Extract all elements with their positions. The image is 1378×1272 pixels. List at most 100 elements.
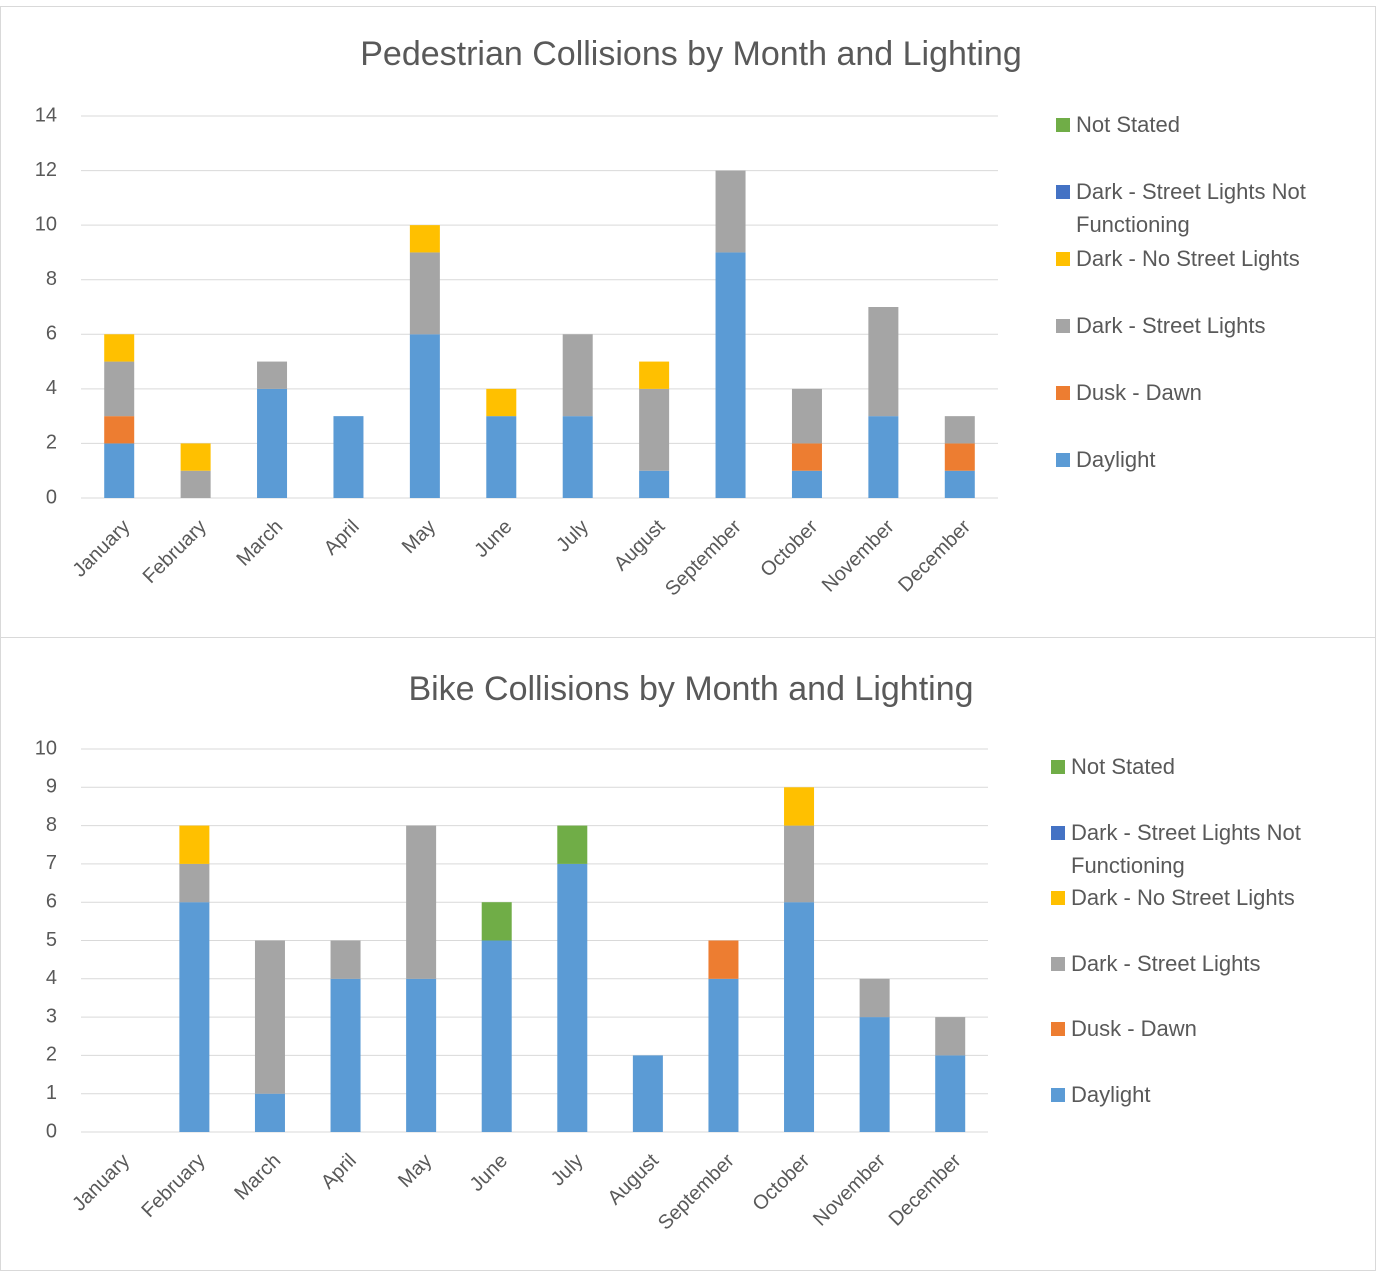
bar-segment	[254, 940, 285, 1094]
y-tick-label: 6	[46, 890, 57, 912]
legend-item: Dusk - Dawn	[1051, 1012, 1346, 1045]
bar-segment	[481, 940, 512, 1132]
y-tick-label: 1	[46, 1082, 57, 1104]
bar-segment	[179, 902, 210, 1132]
y-tick-label: 0	[46, 486, 57, 508]
bar-segment	[639, 388, 670, 471]
bar-segment	[715, 170, 746, 253]
x-tick-label: October	[756, 515, 822, 581]
legend-swatch	[1056, 319, 1070, 333]
bar-segment	[486, 388, 517, 417]
legend-label: Dark - No Street Lights	[1076, 246, 1300, 271]
legend-item: Dark - Street Lights	[1051, 947, 1346, 980]
bar-segment	[632, 1055, 663, 1132]
legend-item: Daylight	[1051, 1078, 1346, 1111]
legend-item: Daylight	[1056, 443, 1351, 476]
bar-segment	[406, 978, 437, 1132]
legend-label: Dusk - Dawn	[1076, 380, 1202, 405]
x-tick-label: March	[232, 516, 287, 571]
y-tick-label: 8	[46, 268, 57, 290]
bar-segment	[639, 361, 670, 389]
legend-swatch	[1056, 118, 1070, 132]
bar-segment	[791, 388, 822, 444]
x-tick-label: April	[320, 516, 364, 560]
y-tick-label: 8	[46, 814, 57, 836]
y-tick-label: 10	[35, 737, 57, 759]
x-tick-label: November	[818, 515, 899, 596]
bar-segment	[257, 388, 288, 498]
legend-swatch	[1051, 825, 1065, 840]
x-tick-label: August	[610, 515, 670, 575]
legend-label: Dusk - Dawn	[1071, 1016, 1197, 1042]
bar-segment	[935, 1055, 966, 1132]
y-tick-label: 10	[35, 213, 57, 235]
chart-panel: Bike Collisions by Month and Lighting 0 1 2…	[0, 637, 1376, 1271]
legend-swatch	[1056, 453, 1070, 467]
bar-segment	[104, 443, 135, 498]
x-tick-label: July	[547, 1150, 588, 1191]
bar-segment	[859, 1017, 890, 1132]
bar-segment	[409, 252, 440, 335]
bar-segment	[944, 470, 975, 498]
bar-segment	[409, 334, 440, 498]
x-tick-label: April	[317, 1150, 361, 1194]
legend-item: Not Stated	[1051, 750, 1346, 783]
x-tick-label: September	[654, 1149, 739, 1234]
x-tick-label: January	[68, 1150, 134, 1216]
y-tick-label: 4	[46, 377, 57, 399]
chart: Bike Collisions by Month and Lighting 0 1 2…	[35, 670, 988, 1234]
y-tick-label: 2	[46, 432, 57, 454]
chart: Pedestrian Collisions by Month and Light…	[35, 35, 1022, 600]
y-tick-label: 2	[46, 1044, 57, 1066]
legend-label: Dark - No Street Lights	[1071, 885, 1295, 911]
x-tick-label: January	[69, 516, 135, 582]
x-tick-label: February	[139, 516, 211, 588]
legend-swatch	[1051, 760, 1065, 774]
bar-segment	[791, 470, 822, 498]
legend-label: Dark - Street Lights	[1076, 313, 1266, 338]
x-tick-label: June	[470, 516, 516, 562]
legend-item: Dark - Street Lights Not Functioning	[1051, 816, 1346, 882]
y-tick-label: 0	[46, 1120, 57, 1142]
y-tick-label: 6	[46, 323, 57, 345]
x-tick-label: February	[137, 1150, 209, 1222]
y-tick-label: 5	[46, 929, 57, 951]
legend-item: Dark - No Street Lights	[1051, 881, 1346, 914]
legend-swatch	[1056, 252, 1070, 266]
legend-label: Daylight	[1071, 1082, 1151, 1107]
bar-segment	[639, 470, 670, 498]
legend-label: Daylight	[1076, 447, 1156, 472]
bar-segment	[481, 902, 512, 941]
x-tick-label: March	[230, 1150, 285, 1205]
legend-swatch	[1051, 891, 1065, 906]
bar-segment	[715, 252, 746, 498]
bar-segment	[859, 978, 890, 1018]
chart-title: Bike Collisions by Month and Lighting	[408, 670, 973, 708]
bar-segment	[868, 307, 899, 417]
legend-swatch	[1051, 1088, 1065, 1102]
legend-label: Not Stated	[1076, 112, 1180, 137]
legend-swatch	[1056, 386, 1070, 400]
bar-segment	[708, 978, 739, 1132]
legend-item: Not Stated	[1056, 108, 1351, 141]
x-tick-label: December	[894, 515, 975, 596]
bar-segment	[784, 825, 815, 903]
bar-segment	[180, 443, 211, 471]
legend-label: Dark - Street Lights Not Functioning	[1076, 179, 1306, 237]
x-tick-label: November	[809, 1149, 890, 1230]
bar-segment	[868, 416, 899, 498]
bar-segment	[791, 443, 822, 471]
legend-swatch	[1051, 1022, 1065, 1037]
bar-segment	[180, 470, 211, 498]
y-tick-label: 12	[35, 159, 57, 181]
bar-segment	[557, 825, 588, 864]
x-tick-label: September	[661, 515, 746, 600]
bar-segment	[784, 787, 815, 826]
bar-segment	[935, 1017, 966, 1056]
x-tick-label: December	[885, 1149, 966, 1230]
bar-segment	[330, 978, 361, 1132]
bar-segment	[179, 825, 210, 864]
bar-segment	[557, 863, 588, 1132]
y-tick-label: 14	[35, 104, 57, 126]
